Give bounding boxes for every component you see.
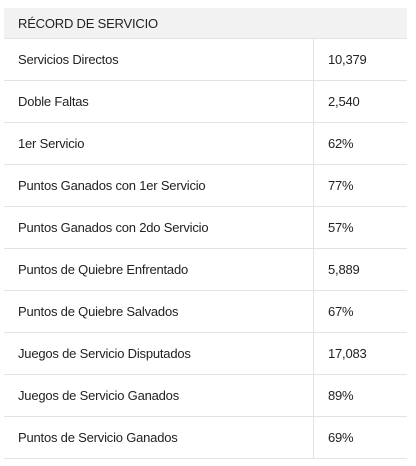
stat-label: Juegos de Servicio Ganados [4, 374, 314, 417]
table-row: Puntos de Quiebre Enfrentado 5,889 [4, 248, 407, 291]
stat-value: 67% [313, 290, 407, 333]
table-row: Juegos de Servicio Disputados 17,083 [4, 332, 407, 375]
stat-value: 5,889 [313, 248, 407, 291]
stat-label: Puntos Ganados con 2do Servicio [4, 206, 314, 249]
stat-value: 2,540 [313, 80, 407, 123]
stat-label: Doble Faltas [4, 80, 314, 123]
table-row: Doble Faltas 2,540 [4, 80, 407, 123]
stat-label: Puntos Ganados con 1er Servicio [4, 164, 314, 207]
panel-title: RÉCORD DE SERVICIO [4, 8, 407, 39]
stat-value: 10,379 [313, 39, 407, 81]
stat-label: 1er Servicio [4, 122, 314, 165]
table-row: Puntos Ganados con 1er Servicio 77% [4, 164, 407, 207]
stat-label: Juegos de Servicio Disputados [4, 332, 314, 375]
table-row: Servicios Directos 10,379 [4, 39, 407, 81]
stat-value: 89% [313, 374, 407, 417]
table-row: Puntos de Servicio Ganados 69% [4, 416, 407, 459]
stat-value: 17,083 [313, 332, 407, 375]
table-row: Puntos de Quiebre Salvados 67% [4, 290, 407, 333]
table-row: Juegos de Servicio Ganados 89% [4, 374, 407, 417]
stat-value: 62% [313, 122, 407, 165]
stat-label: Servicios Directos [4, 39, 314, 81]
table-row: Puntos Ganados con 2do Servicio 57% [4, 206, 407, 249]
table-row: 1er Servicio 62% [4, 122, 407, 165]
service-stats-table: Servicios Directos 10,379 Doble Faltas 2… [4, 39, 407, 459]
stat-value: 57% [313, 206, 407, 249]
service-record-panel: RÉCORD DE SERVICIO Servicios Directos 10… [4, 8, 407, 459]
stat-value: 77% [313, 164, 407, 207]
stat-label: Puntos de Quiebre Salvados [4, 290, 314, 333]
stat-label: Puntos de Servicio Ganados [4, 416, 314, 459]
stat-value: 69% [313, 416, 407, 459]
stat-label: Puntos de Quiebre Enfrentado [4, 248, 314, 291]
